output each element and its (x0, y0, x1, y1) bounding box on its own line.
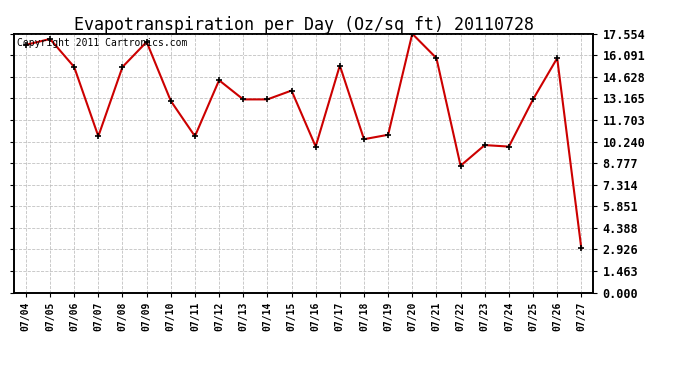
Text: Copyright 2011 Cartronics.com: Copyright 2011 Cartronics.com (17, 38, 187, 48)
Title: Evapotranspiration per Day (Oz/sq ft) 20110728: Evapotranspiration per Day (Oz/sq ft) 20… (74, 16, 533, 34)
